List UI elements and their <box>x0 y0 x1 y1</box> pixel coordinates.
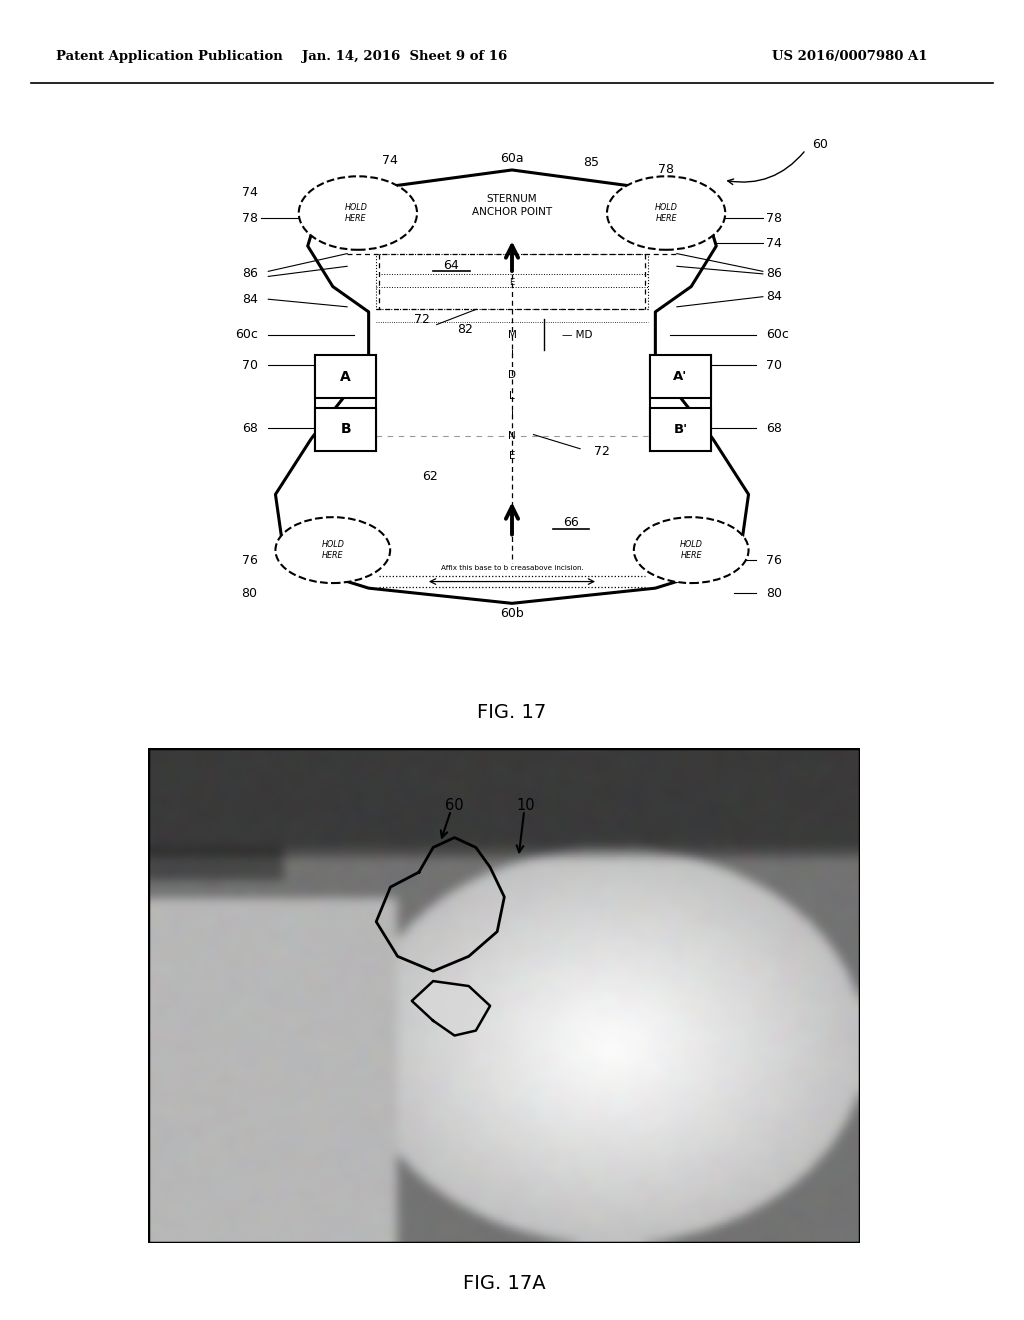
Text: 74: 74 <box>242 186 258 199</box>
Text: HOLD
HERE: HOLD HERE <box>322 540 344 560</box>
Ellipse shape <box>275 517 390 583</box>
Ellipse shape <box>607 177 725 249</box>
Polygon shape <box>412 981 490 1035</box>
Text: 60a: 60a <box>500 152 524 165</box>
Text: 64: 64 <box>443 259 459 272</box>
Text: 76: 76 <box>766 554 782 566</box>
Text: FIG. 17A: FIG. 17A <box>463 1274 546 1292</box>
Text: STERNUM
ANCHOR POINT: STERNUM ANCHOR POINT <box>472 194 552 216</box>
Text: E: E <box>509 279 515 286</box>
Text: E: E <box>509 451 515 462</box>
Text: 60c: 60c <box>766 329 790 341</box>
Ellipse shape <box>634 517 749 583</box>
Text: 80: 80 <box>242 586 258 599</box>
Text: 84: 84 <box>766 290 782 304</box>
Text: A: A <box>340 370 351 384</box>
Text: A': A' <box>674 371 687 383</box>
Text: 78: 78 <box>242 211 258 224</box>
Text: 60b: 60b <box>500 607 524 620</box>
Text: 68: 68 <box>242 422 258 436</box>
Text: 62: 62 <box>422 470 437 483</box>
Text: 60: 60 <box>812 139 828 150</box>
Text: 82: 82 <box>458 323 473 337</box>
Text: 10: 10 <box>516 797 535 813</box>
Bar <box>649 355 711 399</box>
Text: Patent Application Publication: Patent Application Publication <box>56 50 283 63</box>
Ellipse shape <box>299 177 417 249</box>
Text: 84: 84 <box>242 293 258 306</box>
Text: I: I <box>511 411 513 421</box>
Text: Affix this base to b creasabove incision.: Affix this base to b creasabove incision… <box>440 565 584 572</box>
Text: 85: 85 <box>583 156 599 169</box>
Text: 74: 74 <box>766 238 782 249</box>
Text: I: I <box>511 350 513 360</box>
Text: — MD: — MD <box>562 330 593 339</box>
Bar <box>315 408 376 451</box>
Text: D: D <box>508 370 516 380</box>
Text: 80: 80 <box>766 586 782 599</box>
Text: 86: 86 <box>766 268 782 280</box>
Text: 76: 76 <box>242 554 258 566</box>
Text: 78: 78 <box>766 211 782 224</box>
Text: 74: 74 <box>382 154 398 168</box>
Text: Jan. 14, 2016  Sheet 9 of 16: Jan. 14, 2016 Sheet 9 of 16 <box>302 50 507 63</box>
Text: L: L <box>509 391 515 400</box>
Text: US 2016/0007980 A1: US 2016/0007980 A1 <box>772 50 928 63</box>
Text: 60c: 60c <box>234 329 258 341</box>
Text: B': B' <box>674 422 687 436</box>
Text: B: B <box>340 422 351 437</box>
Text: 72: 72 <box>415 313 430 326</box>
Bar <box>315 355 376 399</box>
Text: HOLD
HERE: HOLD HERE <box>680 540 702 560</box>
Text: 66: 66 <box>563 516 579 529</box>
Text: M: M <box>508 330 516 339</box>
Text: HOLD
HERE: HOLD HERE <box>654 203 678 223</box>
Text: 78: 78 <box>658 164 674 177</box>
Text: 72: 72 <box>594 445 609 458</box>
Bar <box>649 408 711 451</box>
Text: 70: 70 <box>242 359 258 372</box>
Text: HOLD
HERE: HOLD HERE <box>344 203 368 223</box>
Text: FIG. 17: FIG. 17 <box>477 702 547 722</box>
Text: 60: 60 <box>445 797 464 813</box>
Bar <box>376 253 648 309</box>
Text: 86: 86 <box>242 268 258 280</box>
Text: 68: 68 <box>766 422 782 436</box>
Text: N: N <box>508 432 516 441</box>
Text: 70: 70 <box>766 359 782 372</box>
